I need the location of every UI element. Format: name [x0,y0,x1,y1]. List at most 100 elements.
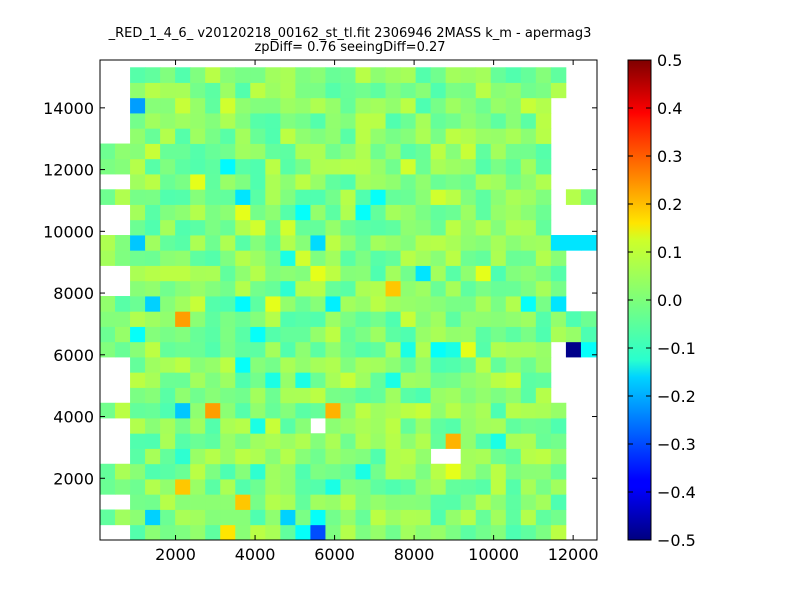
heatmap-cell [370,524,386,541]
heatmap-cell [220,433,236,449]
heatmap-cell [145,372,161,388]
heatmap-cell [130,82,146,99]
heatmap-cell [160,128,176,144]
heatmap-cell [355,509,371,526]
heatmap-cell [430,372,447,388]
heatmap-cell [190,113,206,129]
heatmap-cell [355,402,371,419]
heatmap-cell [190,479,206,495]
heatmap-cell [250,189,266,205]
heatmap-cell [580,189,597,205]
heatmap-cell [130,494,146,510]
heatmap-cell [130,189,146,205]
heatmap-cell [550,82,567,99]
heatmap-cell [310,326,326,343]
heatmap-cell [130,250,146,266]
heatmap-cell [325,97,341,114]
heatmap-cell [295,67,311,83]
heatmap-cell [235,143,251,160]
heatmap-cell [430,143,447,160]
heatmap-cell [130,433,146,449]
heatmap-cell [475,67,492,83]
heatmap-cell [250,494,266,510]
heatmap-cell [430,265,447,282]
heatmap-cell [220,387,236,404]
heatmap-cell [145,509,161,526]
heatmap-cell [550,448,567,465]
heatmap-cell [205,494,221,510]
colorbar-tick-label: 0.2 [657,195,682,214]
heatmap-cell [355,128,371,144]
heatmap-cell [265,357,281,373]
heatmap-cell [445,326,462,343]
heatmap-cell [505,402,522,419]
heatmap-cell [520,97,537,114]
heatmap-cell [145,204,161,221]
heatmap-cell [130,174,146,190]
heatmap-cell [325,67,341,83]
heatmap-cell [370,433,386,449]
heatmap-cell [400,509,417,526]
heatmap-cell [250,280,266,297]
heatmap-cell [220,509,236,526]
heatmap-cell [190,524,206,541]
heatmap-cell [190,341,206,358]
heatmap-cell [385,372,401,388]
heatmap-cell [295,463,311,480]
heatmap-cell [265,494,281,510]
y-tick-label: 8000 [53,284,94,303]
heatmap-cell [340,113,356,129]
heatmap-cell [505,97,522,114]
heatmap-cell [220,128,236,144]
heatmap-cell [490,479,507,495]
heatmap-cell [310,387,326,404]
heatmap-cell [460,174,477,190]
heatmap-cell [325,402,341,419]
heatmap-cell [310,494,326,510]
heatmap-cell [535,97,552,114]
heatmap-cell [295,341,311,358]
heatmap-cell [115,463,131,480]
heatmap-cell [445,418,462,434]
heatmap-cell [445,494,462,510]
heatmap-cell [430,402,447,419]
heatmap-cell [355,326,371,343]
heatmap-cell [355,189,371,205]
heatmap-cell [130,509,146,526]
heatmap-cell [385,463,401,480]
heatmap-cell [205,113,221,129]
heatmap-cell [145,235,161,251]
heatmap-cell [250,433,266,449]
heatmap-cell [310,128,326,144]
heatmap-cell [355,479,371,495]
heatmap-cell [415,494,432,510]
heatmap-cell [520,67,537,83]
colorbar-tick-label: 0.5 [657,51,682,70]
heatmap-cell [415,174,432,190]
heatmap-cell [295,402,311,419]
heatmap-cell [340,219,356,236]
heatmap-cell [250,387,266,404]
heatmap-cell [505,189,522,205]
heatmap-cell [385,311,401,327]
heatmap-cell [160,82,176,99]
heatmap-cell [280,387,296,404]
heatmap-cell [445,174,462,190]
heatmap-cell [370,265,386,282]
heatmap-cell [535,372,552,388]
heatmap-cell [160,67,176,83]
heatmap-cell [160,174,176,190]
heatmap-cell [505,479,522,495]
heatmap-cell [250,326,266,343]
heatmap-cell [460,296,477,312]
heatmap-cell [565,311,582,327]
heatmap-cell [250,357,266,373]
heatmap-cell [145,463,161,480]
heatmap-cell [520,433,537,449]
heatmap-cell [445,463,462,480]
heatmap-cell [265,402,281,419]
heatmap-cell [355,311,371,327]
heatmap-cell [310,433,326,449]
heatmap-cell [400,326,417,343]
